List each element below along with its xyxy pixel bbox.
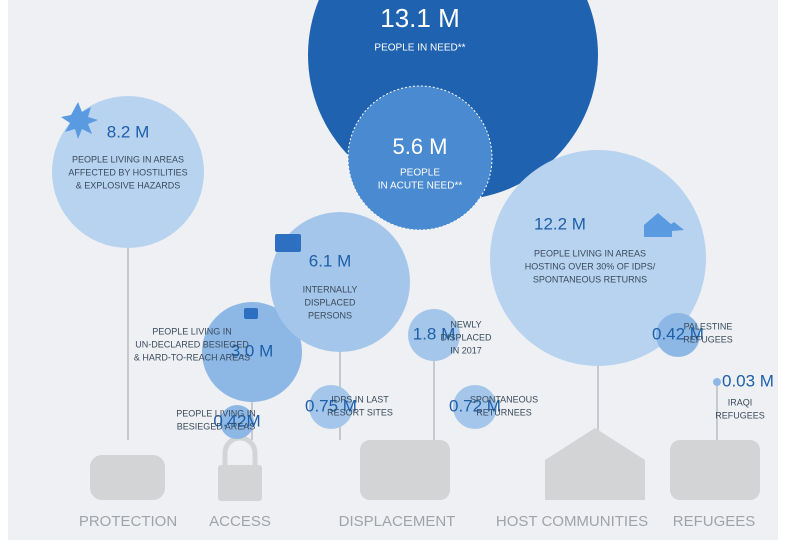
bubble bbox=[270, 212, 410, 352]
briefcase-icon bbox=[275, 234, 301, 252]
bubble-value: 8.2 M bbox=[107, 122, 150, 141]
bubble-label: SPONTANEOUS bbox=[470, 394, 538, 404]
bubble-label: AFFECTED BY HOSTILITIES bbox=[68, 167, 187, 177]
need-value: 13.1 M bbox=[380, 3, 460, 33]
bubble-label: SPONTANEOUS RETURNS bbox=[533, 274, 647, 284]
bubble-label: PEOPLE LIVING IN bbox=[152, 326, 232, 336]
infographic: 13.1 M PEOPLE IN NEED** 5.6 M PEOPLE IN … bbox=[0, 0, 786, 547]
bubble-label: REFUGEES bbox=[715, 410, 765, 420]
bubble-label: IRAQI bbox=[728, 397, 753, 407]
bubble-label: REFUGEES bbox=[683, 334, 733, 344]
bubble-label: BESIEGED AREAS bbox=[177, 421, 256, 431]
lock-icon bbox=[244, 308, 258, 319]
sector-label: HOST COMMUNITIES bbox=[496, 513, 648, 530]
bubble-value: 6.1 M bbox=[309, 251, 352, 270]
bubble-label: & HARD-TO-REACH AREAS bbox=[134, 352, 250, 362]
bubble-label: PERSONS bbox=[308, 310, 352, 320]
sector-label: PROTECTION bbox=[79, 513, 177, 530]
bubble-value: 12.2 M bbox=[534, 214, 586, 233]
bubble-label: PEOPLE LIVING IN AREAS bbox=[72, 154, 184, 164]
sector-label: REFUGEES bbox=[673, 513, 756, 530]
sector-label: DISPLACEMENT bbox=[339, 513, 456, 530]
bubble-label: DISPLACED bbox=[440, 332, 492, 342]
bubble bbox=[713, 378, 721, 386]
bubble-label: NEWLY bbox=[450, 319, 481, 329]
bubble-label: UN-DECLARED BESIEGED bbox=[135, 339, 249, 349]
acute-label: IN ACUTE NEED** bbox=[378, 181, 463, 192]
bubble-label: DISPLACED bbox=[304, 297, 356, 307]
bubble-label: INTERNALLY bbox=[303, 284, 358, 294]
bubble-label: PALESTINE bbox=[684, 321, 733, 331]
acute-value: 5.6 M bbox=[392, 134, 447, 159]
bubble-label: & EXPLOSIVE HAZARDS bbox=[76, 180, 181, 190]
bubble-label: HOSTING OVER 30% OF IDPS/ bbox=[525, 261, 656, 271]
bubble-value: 0.03 M bbox=[722, 371, 774, 390]
need-label: PEOPLE IN NEED** bbox=[374, 43, 465, 54]
bubble-label: RESORT SITES bbox=[327, 407, 393, 417]
bubble-label: IDPS IN LAST bbox=[331, 394, 389, 404]
sector-label: ACCESS bbox=[209, 513, 271, 530]
bubble-label: IN 2017 bbox=[450, 345, 482, 355]
acute-label: PEOPLE bbox=[400, 168, 440, 179]
bubble-label: RETURNEES bbox=[476, 407, 532, 417]
bubble-label: PEOPLE LIVING IN bbox=[176, 408, 256, 418]
bubble-label: PEOPLE LIVING IN AREAS bbox=[534, 248, 646, 258]
